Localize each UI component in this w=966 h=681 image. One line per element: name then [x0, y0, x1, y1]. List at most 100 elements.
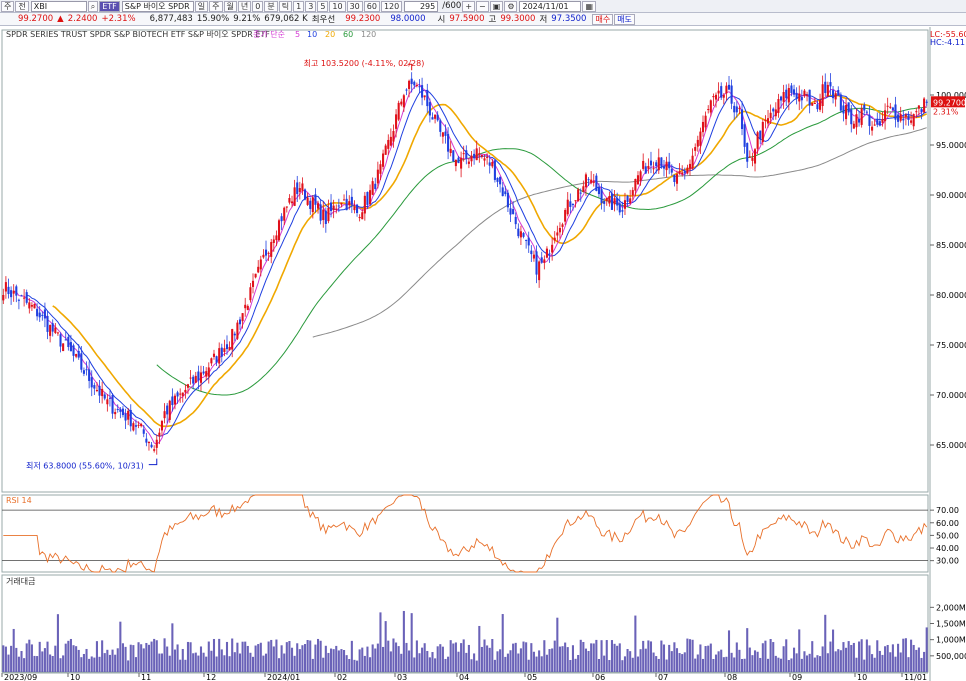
candle	[72, 343, 75, 362]
volume-bar	[558, 646, 561, 672]
candle	[114, 408, 117, 419]
period-button-6[interactable]: 틱	[278, 0, 293, 12]
search-icon[interactable]: ⌕	[87, 0, 99, 12]
sell-button[interactable]: 매도	[614, 13, 635, 25]
volume-bar	[657, 658, 660, 672]
candle	[95, 382, 98, 393]
period-button-5[interactable]: 분	[264, 0, 278, 12]
volume-bar	[4, 646, 7, 672]
candle	[618, 195, 621, 216]
minute-button-3[interactable]: 10	[329, 0, 346, 12]
candle	[613, 190, 616, 212]
volume-bar	[683, 652, 686, 672]
volume-bar	[82, 653, 85, 672]
candle-body	[179, 393, 182, 395]
candle-body	[189, 377, 192, 379]
settings-icon[interactable]: ⚙	[504, 0, 518, 12]
candle-body	[158, 432, 161, 437]
period-button-0[interactable]: 일	[194, 0, 209, 12]
candle-body	[108, 397, 111, 399]
ma-legend-120: 120	[361, 30, 376, 39]
period-button-3[interactable]: 년	[237, 0, 252, 12]
candle	[23, 289, 26, 307]
period-button-2[interactable]: 월	[223, 0, 237, 12]
volume-bar	[486, 645, 489, 672]
candle	[868, 105, 871, 135]
candle	[564, 208, 567, 225]
turnover-percent: 9.21%	[233, 14, 261, 24]
candle	[462, 145, 465, 162]
period-button-1[interactable]: 주	[209, 0, 223, 12]
buy-button[interactable]: 매수	[592, 13, 614, 25]
candle	[7, 278, 10, 299]
candle	[137, 421, 140, 429]
candle-body	[696, 139, 699, 147]
save-icon[interactable]: ▣	[489, 0, 504, 12]
mode-select[interactable]: 주	[1, 0, 15, 12]
zoom-out-icon[interactable]: −	[476, 0, 489, 12]
candle-body	[621, 210, 624, 212]
stock-chart[interactable]: 100.0000 95.0000 90.0000 85.0000 80.0000 75.0…	[0, 27, 966, 681]
candle	[668, 152, 671, 175]
market-select[interactable]: 전	[15, 0, 29, 12]
candle-body	[652, 168, 655, 170]
zoom-in-icon[interactable]: +	[462, 0, 476, 12]
candle-body	[147, 442, 151, 444]
candle-body	[467, 161, 470, 164]
candle-body	[134, 425, 137, 427]
candle-body	[772, 108, 775, 112]
candle	[207, 362, 210, 384]
volume-bar	[473, 653, 476, 672]
candle	[665, 156, 668, 178]
candle	[49, 324, 52, 343]
volume-bar	[54, 645, 57, 672]
minute-button-2[interactable]: 5	[317, 0, 329, 12]
candle	[878, 112, 881, 127]
minute-button-0[interactable]: 1	[293, 0, 305, 12]
volume-bar	[384, 621, 387, 672]
calendar-icon[interactable]: ▦	[582, 0, 597, 12]
last-price-box	[931, 96, 965, 108]
volume-bar	[496, 651, 499, 672]
candle-body	[603, 201, 606, 204]
volume-bar	[236, 642, 239, 672]
volume-bar	[816, 655, 819, 672]
minute-button-5[interactable]: 60	[363, 0, 380, 12]
volume-bar	[649, 641, 653, 672]
volume-bar	[600, 640, 603, 672]
volume-bar	[686, 638, 689, 672]
candle	[197, 365, 200, 390]
candle-body	[829, 82, 832, 87]
candle-body	[449, 148, 452, 154]
volume-bar	[264, 653, 268, 672]
candle	[160, 419, 164, 437]
volume-bar	[103, 653, 106, 672]
candle-body	[233, 333, 236, 336]
volume-bar	[561, 646, 564, 672]
minute-button-4[interactable]: 30	[346, 0, 363, 12]
candle	[779, 95, 783, 109]
count-input[interactable]: 295	[404, 0, 439, 12]
candle-body	[215, 356, 218, 363]
volume-bar	[858, 641, 861, 672]
candle-body	[618, 203, 621, 213]
candle-body	[207, 367, 210, 377]
volume-bar	[808, 653, 811, 672]
volume-bar	[493, 659, 496, 672]
ma-legend-20: 20	[325, 30, 335, 39]
minute-button-1[interactable]: 3	[305, 0, 317, 12]
date-input[interactable]: 2024/11/01	[519, 0, 582, 12]
symbol-input[interactable]: XBI	[30, 0, 87, 12]
candle-body	[811, 103, 814, 106]
volume-bar	[194, 652, 197, 672]
candle	[571, 203, 574, 211]
candle	[748, 150, 751, 158]
volume-bar	[366, 646, 369, 672]
volume-bar	[652, 652, 655, 672]
candle-body	[153, 449, 156, 451]
candle-body	[33, 303, 36, 309]
period-button-4[interactable]: 0	[252, 0, 264, 12]
minute-button-6[interactable]: 120	[380, 0, 403, 12]
volume-bar	[727, 630, 731, 672]
